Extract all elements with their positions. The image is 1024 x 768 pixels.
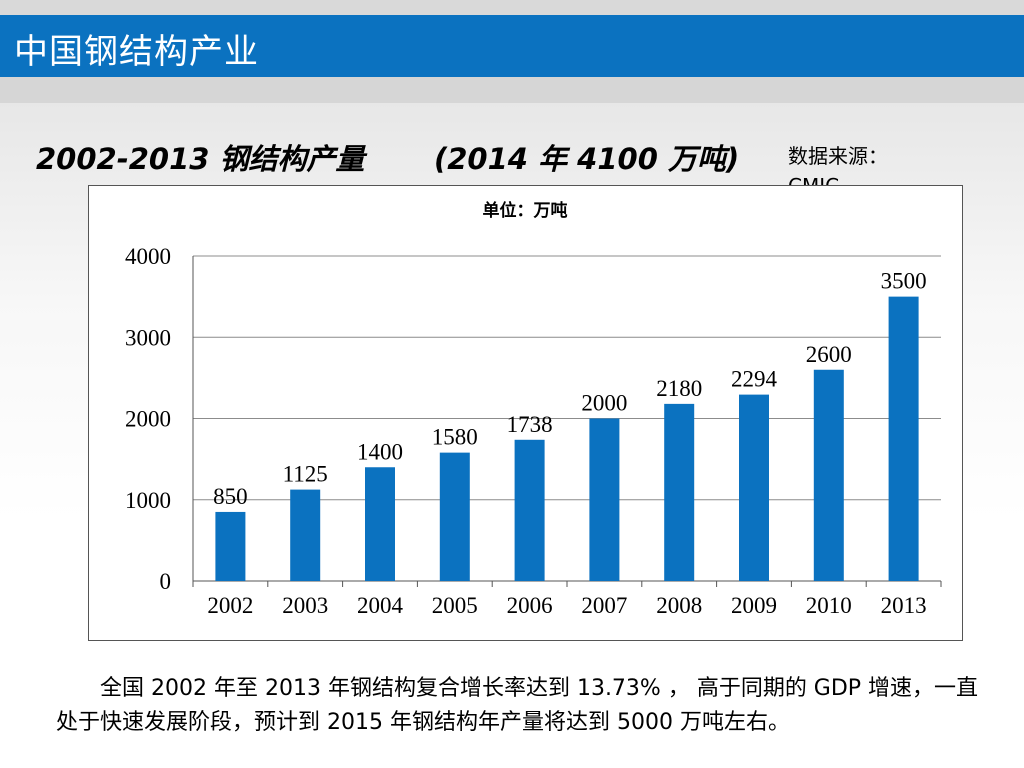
bar: [439, 452, 470, 581]
bar-chart: 单位：万吨 0 1000 2000 3000 4000 850 2002 1125 2003 140…: [125, 200, 942, 618]
bar: [215, 511, 246, 581]
chart-title: 单位：万吨: [483, 200, 568, 221]
x-tick-label: 2010: [806, 593, 852, 618]
bar: [290, 489, 321, 581]
chart-frame: 单位：万吨 0 1000 2000 3000 4000 850 2002 1125 2003 140…: [88, 185, 963, 641]
bar: [514, 439, 545, 581]
bar: [739, 394, 769, 581]
x-tick-label: 2009: [731, 593, 777, 618]
data-source-label: 数据来源：: [788, 144, 888, 168]
bar: [888, 296, 919, 581]
chart-heading: 2002-2013 钢结构产量: [36, 142, 365, 176]
data-label: 2600: [806, 342, 852, 367]
data-label: 2294: [731, 367, 778, 392]
x-tick-label: 2002: [207, 593, 253, 618]
bar: [589, 418, 620, 581]
y-tick-label: 0: [160, 569, 172, 594]
data-label: 2000: [581, 391, 627, 416]
data-label: 1400: [357, 439, 403, 464]
title-shadow-band: [0, 77, 1024, 103]
bar: [365, 467, 395, 581]
x-tick-label: 2004: [357, 593, 404, 618]
bar: [813, 369, 844, 581]
x-tick-label: 2005: [432, 593, 478, 618]
x-tick-label: 2007: [581, 593, 627, 618]
summary-paragraph: 全国 2002 年至 2013 年钢结构复合增长率达到 13.73% ， 高于同…: [56, 676, 979, 735]
data-label: 1125: [283, 462, 328, 487]
data-label: 1738: [507, 412, 553, 437]
data-label: 2180: [656, 376, 702, 401]
x-tick-label: 2003: [282, 593, 328, 618]
x-tick-label: 2013: [881, 593, 927, 618]
data-label: 3500: [881, 269, 927, 294]
data-label: 1580: [432, 425, 478, 450]
x-tick-label: 2008: [656, 593, 702, 618]
y-tick-label: 3000: [125, 325, 171, 350]
chart-heading-note: (2014 年 4100 万吨): [434, 142, 740, 176]
y-tick-label: 1000: [125, 488, 171, 513]
slide-title: 中国钢结构产业: [14, 32, 259, 72]
top-strip: [0, 0, 1024, 15]
bar: [664, 403, 695, 581]
title-bar: 中国钢结构产业: [0, 15, 1024, 77]
y-tick-label: 2000: [125, 407, 171, 432]
data-label: 850: [213, 484, 248, 509]
y-tick-label: 4000: [125, 244, 171, 269]
x-tick-label: 2006: [507, 593, 553, 618]
